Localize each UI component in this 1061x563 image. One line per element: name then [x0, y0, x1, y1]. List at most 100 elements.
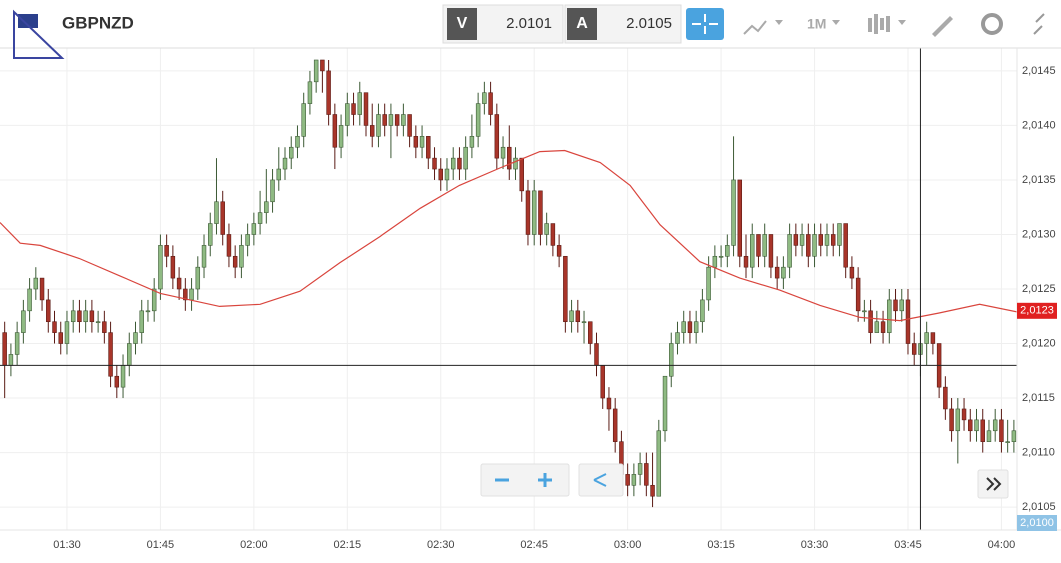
candle-body — [855, 277, 861, 312]
candle-body — [226, 234, 232, 257]
candle-body — [1005, 441, 1010, 443]
candle-body — [183, 288, 188, 301]
candle-body — [326, 70, 331, 115]
candle-body — [382, 114, 387, 126]
candle-body — [189, 288, 194, 301]
sell-label: V — [457, 15, 468, 32]
zoom-in[interactable] — [538, 473, 552, 487]
candle-body — [563, 255, 568, 323]
candle-body — [507, 146, 512, 170]
x-tick-label: 02:00 — [240, 539, 268, 551]
candle-icon[interactable] — [868, 14, 890, 34]
candle-body — [463, 146, 468, 170]
candle-body — [830, 234, 836, 246]
candle-body — [201, 245, 207, 268]
candle-body — [781, 266, 786, 279]
candle-body — [295, 136, 300, 148]
y-tick-label: 2,0120 — [1022, 337, 1056, 349]
x-tick-label: 01:45 — [147, 539, 175, 551]
x-tick-label: 03:45 — [894, 539, 922, 551]
candle-body — [837, 223, 842, 246]
chart-type-icon[interactable] — [743, 20, 767, 35]
candle-body — [394, 114, 400, 126]
candle-body — [388, 114, 394, 126]
candle-body — [669, 343, 674, 377]
candle-body — [930, 332, 936, 344]
candle-body — [968, 419, 973, 432]
y-tick-label: 2,0105 — [1022, 501, 1056, 513]
candle-body — [631, 474, 637, 486]
candle-body — [276, 168, 282, 181]
candle-body — [102, 321, 107, 333]
zoom-group — [480, 463, 570, 497]
candle-body — [874, 321, 880, 333]
candle-body — [469, 136, 475, 148]
candle-body — [712, 255, 718, 268]
y-tick-label: 2,0135 — [1022, 174, 1056, 186]
candle-body — [338, 125, 344, 148]
candle-body — [482, 92, 487, 104]
x-tick-label: 03:00 — [614, 539, 642, 551]
candle-body — [812, 234, 817, 257]
candle-body — [220, 201, 225, 235]
candle-body — [588, 321, 593, 344]
candle-body — [513, 157, 518, 170]
candle-body — [457, 157, 462, 170]
y-tick-label: 2,0145 — [1022, 65, 1056, 77]
candle-body — [806, 234, 811, 257]
candle-body — [120, 365, 126, 388]
candle-body — [637, 463, 643, 475]
candle-body — [700, 299, 705, 323]
candle-body — [488, 92, 493, 115]
collapse-icon[interactable] — [1033, 13, 1045, 35]
last-price-box — [1017, 302, 1057, 319]
buy-label-box — [567, 8, 597, 40]
candle-body — [656, 430, 662, 497]
dropdown-arrow — [775, 20, 783, 25]
candle-body — [357, 92, 362, 115]
settings-icon[interactable] — [981, 13, 1003, 35]
candle-body — [887, 299, 892, 333]
dropdown-arrow — [832, 20, 840, 25]
moving-average — [0, 149, 1018, 322]
x-tick-label: 01:30 — [53, 539, 81, 551]
candle-body — [351, 103, 356, 115]
candle-body — [270, 179, 275, 203]
x-tick-label: 03:30 — [801, 539, 829, 551]
candle-body — [799, 234, 805, 246]
buy-label: A — [576, 15, 588, 32]
candle-body — [70, 310, 76, 323]
candle-body — [376, 114, 381, 137]
candle-body — [450, 157, 456, 170]
candle-body — [108, 332, 113, 377]
candle-body — [725, 245, 730, 257]
candle-body — [824, 234, 830, 246]
candle-body — [264, 201, 269, 213]
candle-body — [818, 234, 823, 246]
candle-body — [538, 190, 543, 235]
y-tick-label: 2,0140 — [1022, 119, 1056, 131]
candle-body — [158, 245, 163, 290]
y-tick-label: 2,0115 — [1022, 392, 1055, 404]
crosshair-button[interactable] — [686, 8, 724, 40]
candle-body — [313, 59, 319, 83]
draw-icon[interactable] — [932, 16, 953, 37]
candle-body — [880, 321, 886, 333]
candle-body — [52, 321, 57, 333]
share-button[interactable] — [578, 463, 624, 497]
candle-body — [737, 179, 743, 257]
buy-price: 2.0105 — [626, 15, 672, 32]
candle-body — [77, 310, 82, 323]
timeframe[interactable]: 1M — [807, 16, 826, 32]
candle-body — [675, 332, 680, 344]
candle-body — [980, 419, 985, 442]
candle-body — [251, 223, 257, 235]
candle-body — [905, 299, 911, 344]
candle-body — [239, 245, 244, 268]
candle-body — [83, 310, 88, 323]
candle-body — [600, 365, 605, 399]
candle-body — [986, 430, 992, 442]
candle-body — [606, 397, 612, 410]
candle-body — [644, 463, 649, 486]
candle-body — [731, 179, 736, 246]
